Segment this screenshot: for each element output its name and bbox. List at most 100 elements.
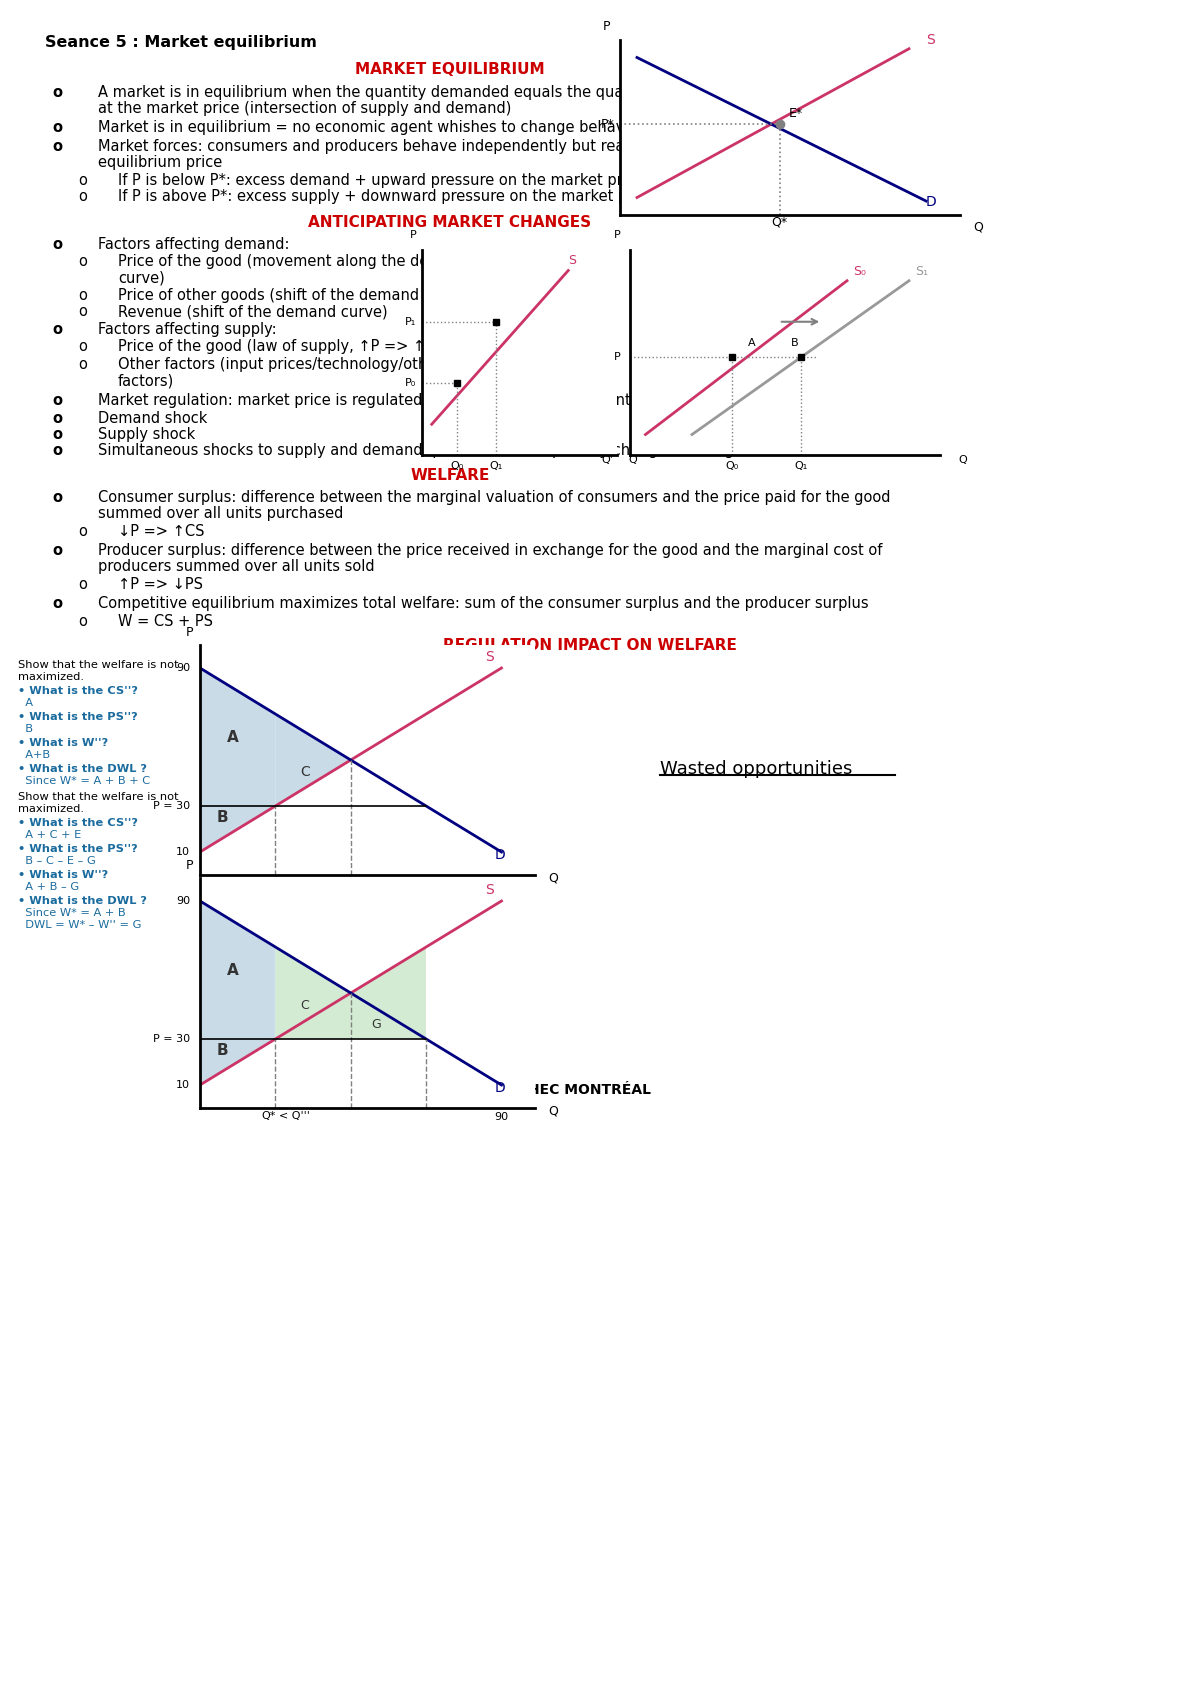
Text: o: o <box>78 577 86 593</box>
Text: Price of the good (law of supply, ↑P => ↑Qs): Price of the good (law of supply, ↑P => … <box>118 340 450 353</box>
Text: E*: E* <box>788 107 803 121</box>
Text: < Q*: < Q* <box>348 878 374 888</box>
Text: Q*: Q* <box>772 216 788 229</box>
Text: Factors affecting supply:: Factors affecting supply: <box>98 323 277 336</box>
Text: Q: Q <box>959 455 967 465</box>
Text: B: B <box>791 338 799 348</box>
Text: S: S <box>569 255 576 267</box>
Text: • What is the PS''?: • What is the PS''? <box>18 844 138 854</box>
Text: o: o <box>78 357 86 372</box>
Text: B: B <box>217 810 228 825</box>
Text: Q₁: Q₁ <box>794 462 808 472</box>
Text: Q: Q <box>629 455 637 465</box>
Text: P = 30: P = 30 <box>152 801 190 812</box>
Text: • What is the CS''?: • What is the CS''? <box>18 686 138 696</box>
Text: • What is the PS''?: • What is the PS''? <box>18 711 138 722</box>
Text: A: A <box>227 963 239 978</box>
Text: P*: P* <box>601 117 614 131</box>
Text: A + C + E: A + C + E <box>18 830 82 841</box>
Text: Competitive equilibrium maximizes total welfare: sum of the consumer surplus and: Competitive equilibrium maximizes total … <box>98 596 869 611</box>
Text: o: o <box>78 615 86 628</box>
Text: Market is in equilibrium = no economic agent whishes to change behavior: Market is in equilibrium = no economic a… <box>98 121 643 136</box>
Text: o: o <box>52 426 62 441</box>
Text: Wasted opportunities: Wasted opportunities <box>660 761 852 778</box>
Text: 90: 90 <box>176 662 190 672</box>
Text: If P is above P*: excess supply + downward pressure on the market price: If P is above P*: excess supply + downwa… <box>118 188 654 204</box>
Text: P₁: P₁ <box>404 318 416 326</box>
Text: Show that the welfare is not: Show that the welfare is not <box>18 791 179 801</box>
Text: A market is in equilibrium when the quantity demanded equals the quantity suppli: A market is in equilibrium when the quan… <box>98 85 724 100</box>
Text: REGULATION IMPACT ON WELFARE: REGULATION IMPACT ON WELFARE <box>443 638 737 654</box>
Text: B: B <box>18 723 34 734</box>
Text: S: S <box>485 883 493 897</box>
Text: If P is below P*: excess demand + upward pressure on the market price: If P is below P*: excess demand + upward… <box>118 173 644 188</box>
Text: P: P <box>614 351 620 362</box>
Text: • What is W''?: • What is W''? <box>18 869 108 880</box>
Text: • What is the DWL ?: • What is the DWL ? <box>18 764 146 774</box>
Text: o: o <box>78 255 86 268</box>
Text: Q': Q' <box>601 455 613 465</box>
Text: B: B <box>217 1043 228 1058</box>
Text: < Q''': < Q''' <box>278 1112 310 1121</box>
Text: o: o <box>52 543 62 559</box>
Text: o: o <box>78 289 86 302</box>
Text: P: P <box>602 20 610 32</box>
Text: W = CS + PS: W = CS + PS <box>118 615 214 628</box>
Text: WELFARE: WELFARE <box>410 469 490 482</box>
Text: Q₀: Q₀ <box>726 462 739 472</box>
Text: P: P <box>409 229 416 239</box>
Text: Q'': Q'' <box>268 878 283 888</box>
Text: D: D <box>494 847 505 863</box>
Text: o: o <box>78 173 86 188</box>
Text: C: C <box>300 998 310 1012</box>
Text: o: o <box>52 238 62 251</box>
Polygon shape <box>200 902 275 1039</box>
Text: A: A <box>18 698 34 708</box>
Text: P₀: P₀ <box>404 379 416 389</box>
Text: at the market price (intersection of supply and demand): at the market price (intersection of sup… <box>98 100 511 115</box>
Text: maximized.: maximized. <box>18 803 84 813</box>
Text: 90: 90 <box>494 878 509 888</box>
Text: B – C – E – G: B – C – E – G <box>18 856 96 866</box>
Text: equilibrium price: equilibrium price <box>98 155 222 170</box>
Text: Q: Q <box>548 871 558 885</box>
Text: Demand shock: Demand shock <box>98 411 208 426</box>
Text: MARKET EQUILIBRIUM: MARKET EQUILIBRIUM <box>355 63 545 76</box>
Text: Price of the good (movement along the demand: Price of the good (movement along the de… <box>118 255 470 268</box>
Text: Market forces: consumers and producers behave independently but reach the same: Market forces: consumers and producers b… <box>98 139 715 155</box>
Text: Q: Q <box>973 221 984 233</box>
Text: P: P <box>614 229 620 239</box>
Text: • What is the DWL ?: • What is the DWL ? <box>18 897 146 907</box>
Text: 90: 90 <box>494 1112 509 1121</box>
Text: Consumer surplus: difference between the marginal valuation of consumers and the: Consumer surplus: difference between the… <box>98 491 890 504</box>
Text: Q₁: Q₁ <box>490 462 503 472</box>
Text: Simultaneous shocks to supply and demand: prices rise BUT quantity change is amb: Simultaneous shocks to supply and demand… <box>98 443 769 458</box>
Text: • What is W''?: • What is W''? <box>18 739 108 749</box>
Text: Revenue (shift of the demand curve): Revenue (shift of the demand curve) <box>118 304 388 319</box>
Polygon shape <box>275 947 426 1039</box>
Text: D: D <box>926 195 937 209</box>
Text: • What is the CS''?: • What is the CS''? <box>18 818 138 829</box>
Text: ↓P => ↑CS: ↓P => ↑CS <box>118 525 204 538</box>
Text: G: G <box>371 1017 380 1031</box>
Text: Show that the welfare is not: Show that the welfare is not <box>18 661 179 671</box>
Text: A: A <box>227 730 239 745</box>
Text: o: o <box>78 304 86 319</box>
Text: A: A <box>748 338 756 348</box>
Text: o: o <box>78 188 86 204</box>
Text: Producer surplus: difference between the price received in exchange for the good: Producer surplus: difference between the… <box>98 543 882 559</box>
Text: o: o <box>52 443 62 458</box>
Text: o: o <box>52 411 62 426</box>
Text: 90: 90 <box>176 897 190 907</box>
Text: o: o <box>52 596 62 611</box>
Text: C: C <box>300 766 311 779</box>
Text: o: o <box>52 491 62 504</box>
Polygon shape <box>200 667 275 807</box>
Text: summed over all units purchased: summed over all units purchased <box>98 506 343 521</box>
Text: o: o <box>52 85 62 100</box>
Polygon shape <box>275 947 350 1039</box>
Text: P: P <box>186 859 193 871</box>
Text: Price of other goods (shift of the demand curve): Price of other goods (shift of the deman… <box>118 289 470 302</box>
Text: S₀: S₀ <box>853 265 866 277</box>
Text: Since W* = A + B: Since W* = A + B <box>18 908 126 919</box>
